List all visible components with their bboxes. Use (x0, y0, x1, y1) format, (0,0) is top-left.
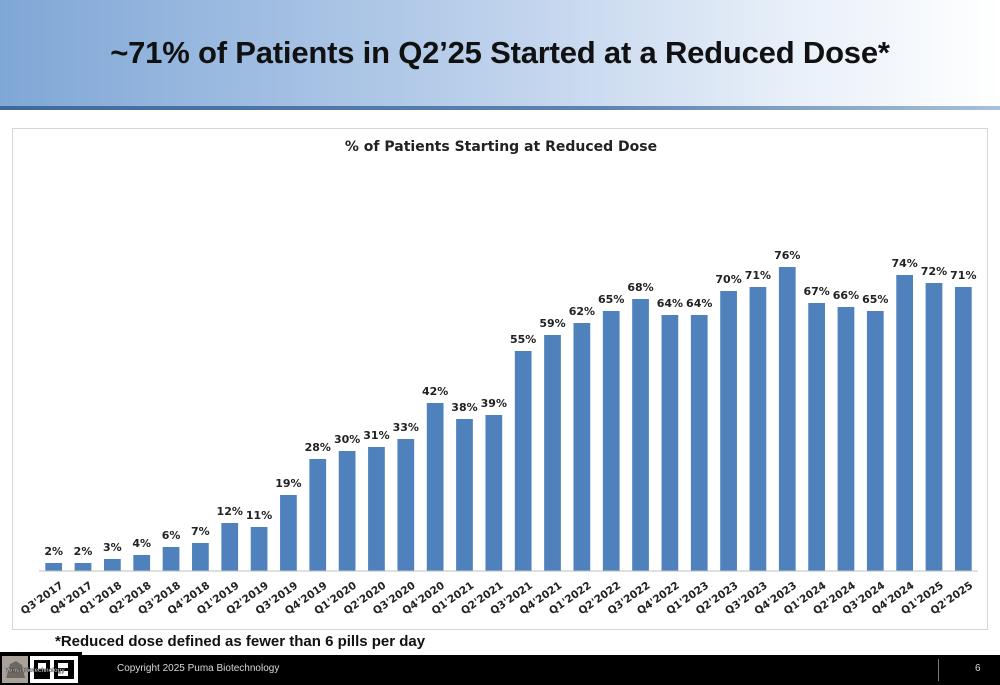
data-label: 7% (191, 525, 210, 538)
bar (514, 351, 532, 571)
data-label: 74% (891, 257, 917, 270)
bar (954, 287, 972, 571)
data-label: 4% (132, 537, 151, 550)
bar (104, 559, 121, 571)
data-label: 70% (715, 273, 741, 286)
bar (456, 419, 473, 571)
data-label: 68% (627, 281, 653, 294)
bar (837, 307, 855, 571)
data-label: 62% (569, 305, 595, 318)
bar (661, 315, 679, 571)
bar (368, 447, 385, 571)
data-label: 2% (74, 545, 93, 558)
bar (720, 291, 737, 571)
bar (573, 323, 591, 571)
page-number: 6 (975, 663, 981, 674)
x-tick-labels-group: Q3'2017Q4'2017Q1'2018Q2'2018Q3'2018Q4'20… (19, 580, 975, 618)
bar (866, 311, 884, 571)
bar (74, 563, 92, 571)
title-rule (0, 106, 1000, 110)
data-label: 11% (246, 509, 272, 522)
bar (749, 287, 767, 571)
data-label: 59% (539, 317, 565, 330)
footnote: *Reduced dose defined as fewer than 6 pi… (55, 633, 426, 650)
data-label: 38% (451, 401, 477, 414)
bar (808, 303, 825, 571)
data-labels-group: 2% 2% 3% 4% 6% 7% 12% 11% 19% 28%30% 31% 33% 42%38% 3… (44, 249, 976, 558)
footer-bar (0, 655, 1000, 685)
bar (778, 267, 796, 571)
bar (309, 459, 327, 571)
data-label: 30% (334, 433, 360, 446)
data-label: 65% (862, 293, 888, 306)
chart-frame: % of Patients Starting at Reduced Dose 2… (12, 128, 988, 630)
bar (338, 451, 356, 571)
logo-wordmark: Puma Biotechnology (5, 668, 65, 674)
data-label: 2% (44, 545, 63, 558)
data-label: 72% (921, 265, 947, 278)
bar (45, 563, 63, 571)
bar (925, 283, 943, 571)
data-label: 42% (422, 385, 448, 398)
bar (896, 275, 914, 571)
bars-group (45, 267, 972, 571)
data-label: 76% (774, 249, 800, 262)
data-label: 6% (162, 529, 181, 542)
data-label: 12% (217, 505, 243, 518)
bar (544, 335, 561, 571)
data-label: 64% (657, 297, 683, 310)
bar (250, 527, 268, 571)
bar (221, 523, 239, 571)
data-label: 71% (950, 269, 976, 282)
data-label: 39% (481, 397, 507, 410)
bar (162, 547, 180, 571)
data-label: 67% (803, 285, 829, 298)
data-label: 65% (598, 293, 624, 306)
bar-chart: 2% 2% 3% 4% 6% 7% 12% 11% 19% 28%30% 31% 33% 42%38% 3… (19, 249, 978, 618)
data-label: 55% (510, 333, 536, 346)
company-logo: Puma Biotechnology (0, 652, 82, 685)
bar (485, 415, 503, 571)
chart-title: % of Patients Starting at Reduced Dose (344, 139, 658, 155)
footer-divider (938, 659, 939, 681)
bar (133, 555, 151, 571)
data-label: 28% (305, 441, 331, 454)
data-label: 71% (745, 269, 771, 282)
bar (192, 543, 209, 571)
copyright-text: Copyright 2025 Puma Biotechnology (117, 663, 280, 674)
data-label: 31% (363, 429, 389, 442)
bar (690, 315, 708, 571)
slide-title: ~71% of Patients in Q2’25 Started at a R… (110, 35, 890, 70)
title-banner (0, 0, 1000, 106)
bar (280, 495, 297, 571)
data-label: 19% (275, 477, 301, 490)
data-label: 3% (103, 541, 122, 554)
bar (602, 311, 620, 571)
bar (397, 439, 415, 571)
data-label: 33% (393, 421, 419, 434)
bar (632, 299, 649, 571)
data-label: 66% (833, 289, 859, 302)
bar (426, 403, 444, 571)
data-label: 64% (686, 297, 712, 310)
